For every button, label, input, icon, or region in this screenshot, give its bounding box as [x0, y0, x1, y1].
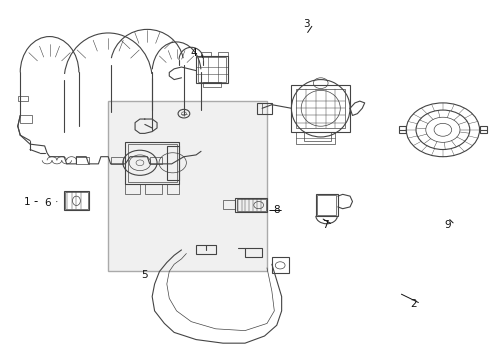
Bar — [245, 248, 262, 257]
Bar — [125, 184, 140, 194]
Bar — [292, 85, 350, 132]
Text: 5: 5 — [142, 270, 148, 280]
Bar — [64, 191, 89, 211]
Bar — [65, 192, 88, 210]
Text: 9: 9 — [444, 220, 451, 230]
Bar — [223, 200, 235, 209]
Bar — [203, 82, 220, 87]
Bar — [257, 103, 272, 114]
Text: 1: 1 — [24, 197, 31, 207]
Bar — [125, 142, 179, 184]
Bar — [480, 126, 487, 134]
Bar — [304, 132, 331, 140]
Bar — [18, 96, 27, 101]
Bar — [218, 52, 228, 56]
Bar — [108, 101, 267, 271]
Bar — [167, 146, 179, 180]
Bar — [318, 195, 336, 215]
Bar — [128, 144, 176, 182]
Bar — [150, 157, 162, 164]
Text: 6: 6 — [44, 198, 50, 208]
Bar — [111, 157, 123, 164]
Bar — [197, 57, 226, 82]
Bar — [272, 257, 289, 273]
Bar — [196, 244, 216, 253]
Bar — [20, 116, 32, 123]
Bar — [316, 194, 338, 216]
Text: 8: 8 — [273, 206, 280, 216]
Bar — [296, 132, 335, 144]
Text: 7: 7 — [322, 220, 329, 230]
Bar — [296, 89, 345, 128]
Text: 2: 2 — [410, 299, 417, 309]
Bar — [399, 126, 406, 134]
Bar — [201, 52, 211, 56]
Bar — [167, 184, 179, 194]
Text: 4: 4 — [191, 48, 197, 58]
Bar — [76, 157, 89, 164]
Bar — [237, 199, 266, 211]
Bar — [196, 56, 228, 83]
Bar — [235, 198, 267, 212]
Bar — [145, 184, 162, 194]
Text: 3: 3 — [303, 19, 309, 29]
